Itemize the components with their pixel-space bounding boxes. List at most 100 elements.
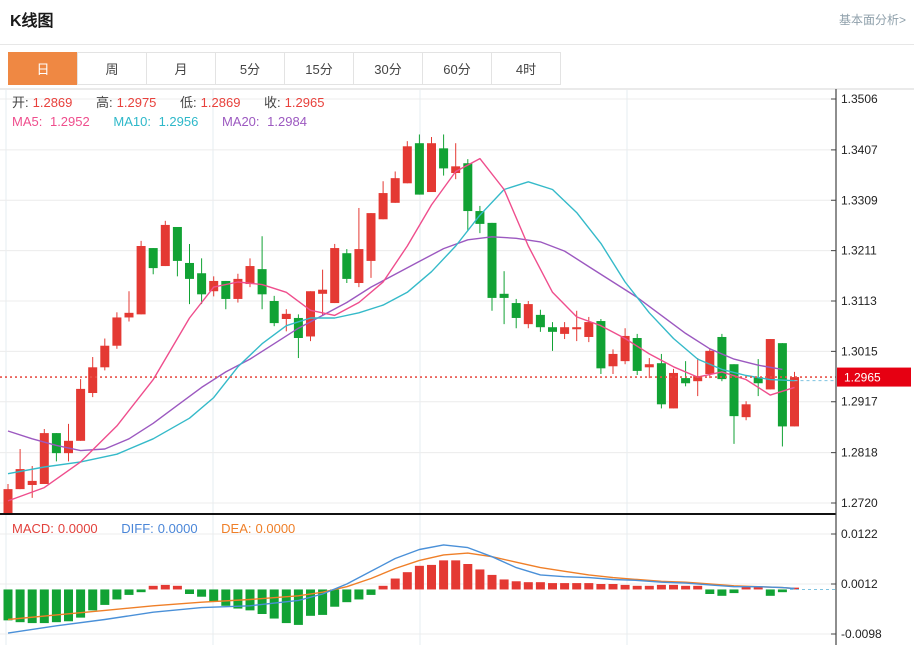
candle bbox=[717, 336, 727, 380]
high-label: 高: bbox=[96, 95, 113, 110]
macd-bar bbox=[148, 585, 158, 590]
macd-bar bbox=[584, 583, 594, 590]
candle bbox=[632, 338, 642, 371]
macd-bar bbox=[572, 583, 582, 590]
tab-4hour[interactable]: 4时 bbox=[491, 52, 561, 85]
macd-bar bbox=[100, 589, 110, 605]
macd-bar bbox=[487, 574, 497, 590]
candle bbox=[76, 388, 86, 441]
candle bbox=[705, 350, 715, 374]
price-chart-svg[interactable]: 1.3506 1.3407 1.3309 1.3211 1.3113 1.3015 1.29… bbox=[0, 89, 914, 646]
close-label: 收: bbox=[264, 95, 281, 110]
candle bbox=[27, 480, 37, 486]
current-price-badge: 1.2965 bbox=[837, 367, 911, 387]
price-plot-bottom-border bbox=[0, 513, 836, 515]
candle bbox=[741, 404, 751, 418]
candle bbox=[669, 372, 678, 409]
tab-30min[interactable]: 30分 bbox=[353, 52, 423, 85]
axis-tick-label: 1.2818 bbox=[841, 446, 878, 460]
candle bbox=[427, 143, 436, 193]
tab-day[interactable]: 日 bbox=[8, 52, 78, 85]
macd-bar bbox=[753, 586, 763, 590]
ohlc-readout: 开: 1.2869 高: 1.2975 低: 1.2869 收: 1.2965 bbox=[12, 92, 344, 111]
macd-bar bbox=[499, 579, 509, 590]
candle bbox=[148, 248, 158, 269]
macd-bar bbox=[402, 572, 412, 590]
right-axis: 1.3506 1.3407 1.3309 1.3211 1.3113 1.3015 1.29… bbox=[831, 89, 882, 645]
tab-60min[interactable]: 60分 bbox=[422, 52, 492, 85]
macd-bar bbox=[705, 589, 715, 594]
macd-bar bbox=[414, 565, 424, 590]
macd-bar bbox=[463, 564, 473, 590]
candle bbox=[414, 143, 424, 195]
ma20-label: MA20: bbox=[221, 114, 260, 129]
axis-tick-label: 0.0122 bbox=[841, 527, 878, 541]
candle bbox=[160, 224, 170, 267]
macd-bar bbox=[64, 589, 73, 622]
candle bbox=[790, 377, 799, 427]
candle bbox=[608, 353, 618, 367]
candle bbox=[511, 303, 521, 318]
macd-bar bbox=[366, 589, 376, 595]
macd-bar bbox=[209, 589, 219, 602]
macd-bar bbox=[112, 589, 122, 600]
macd-bar bbox=[293, 589, 303, 625]
macd-bar bbox=[136, 589, 146, 593]
candle bbox=[3, 489, 13, 514]
ma5-label: MA5: bbox=[12, 114, 43, 129]
fundamental-analysis-link[interactable]: 基本面分析> bbox=[838, 13, 906, 27]
macd-bar bbox=[281, 589, 291, 624]
macd-bar bbox=[693, 585, 703, 590]
macd-bar bbox=[76, 589, 86, 618]
axis-tick-label: 1.3407 bbox=[841, 143, 878, 157]
macd-bar bbox=[354, 589, 364, 600]
candle bbox=[100, 345, 110, 368]
axis-tick-label: 1.3309 bbox=[841, 193, 878, 207]
axis-tick-label: 0.0012 bbox=[841, 577, 878, 591]
candle bbox=[681, 378, 691, 384]
candle bbox=[172, 226, 182, 261]
close-value: 1.2965 bbox=[284, 95, 325, 110]
macd-bar bbox=[717, 589, 727, 596]
candle bbox=[330, 248, 340, 304]
axis-tick-label: -0.0098 bbox=[841, 627, 882, 641]
macd-bar bbox=[439, 560, 449, 590]
kline-chart-area[interactable]: 1.3506 1.3407 1.3309 1.3211 1.3113 1.3015 1.29… bbox=[0, 88, 914, 646]
macd-bar bbox=[790, 587, 799, 590]
tab-week[interactable]: 周 bbox=[77, 52, 147, 85]
diff-label: DIFF: bbox=[121, 521, 154, 536]
ma10-value: 1.2956 bbox=[158, 114, 199, 129]
candle bbox=[197, 273, 207, 295]
candle bbox=[51, 433, 61, 454]
macd-bar bbox=[39, 589, 49, 624]
macd-bar bbox=[306, 589, 315, 616]
candle bbox=[306, 291, 315, 337]
macd-readout: MACD: 0.0000 DIFF: 0.0000 DEA: 0.0000 bbox=[12, 521, 315, 536]
macd-bar bbox=[596, 584, 606, 590]
candle bbox=[124, 312, 134, 318]
axis-tick-label: 1.3506 bbox=[841, 92, 878, 106]
candle bbox=[318, 289, 328, 294]
candle bbox=[378, 193, 388, 220]
diff-value: 0.0000 bbox=[157, 521, 198, 536]
tab-month[interactable]: 月 bbox=[146, 52, 216, 85]
candle bbox=[136, 246, 146, 315]
candle bbox=[777, 343, 787, 427]
macd-bar bbox=[548, 583, 557, 590]
low-label: 低: bbox=[180, 95, 197, 110]
period-tabbar: 日 周 月 5分 15分 30分 60分 4时 bbox=[8, 52, 561, 85]
macd-bar bbox=[342, 589, 352, 603]
candle bbox=[451, 166, 461, 174]
tab-5min[interactable]: 5分 bbox=[215, 52, 285, 85]
macd-bar bbox=[535, 582, 545, 590]
candle bbox=[535, 314, 545, 328]
candle bbox=[572, 327, 582, 330]
tab-15min[interactable]: 15分 bbox=[284, 52, 354, 85]
macd-bar bbox=[451, 560, 461, 590]
candle bbox=[354, 249, 364, 284]
candle bbox=[233, 278, 243, 299]
macd-histogram bbox=[3, 560, 799, 625]
candle bbox=[366, 213, 376, 261]
macd-bar bbox=[669, 584, 678, 590]
